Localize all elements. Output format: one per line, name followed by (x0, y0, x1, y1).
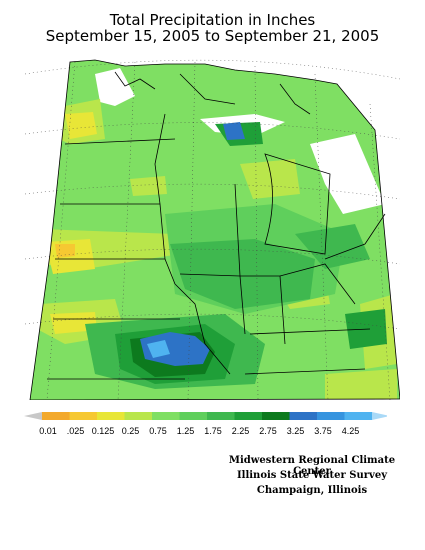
border-canada (279, 83, 311, 115)
legend-high-cap (372, 412, 387, 420)
legend-label: 2.25 (232, 426, 250, 436)
border-north-dakota (64, 138, 176, 145)
border-ohio (279, 263, 356, 305)
heavier-precip-area (170, 239, 315, 309)
legend-swatch (97, 412, 125, 420)
legend-swatch (42, 412, 70, 420)
legend-low-cap (24, 412, 42, 420)
light-precip-area (325, 369, 397, 400)
legend-swatch (234, 412, 262, 420)
legend-label: 4.25 (342, 426, 360, 436)
legend-label: 0.75 (149, 426, 167, 436)
border-canada (114, 71, 156, 90)
no-data-area (310, 134, 385, 214)
legend-swatch (289, 412, 317, 420)
border-lake-erie (324, 213, 386, 260)
light-precip-area (130, 176, 167, 196)
legend-swatch (152, 412, 180, 420)
extreme-precip-core (147, 340, 170, 358)
credit-center: Midwestern Regional Climate Center (228, 455, 396, 477)
legend-label: 3.75 (314, 426, 332, 436)
dry-area (50, 312, 97, 334)
legend-swatch (124, 412, 152, 420)
border-kentucky (249, 328, 371, 335)
very-dry-area (55, 244, 75, 258)
heavier-precip-area (295, 224, 370, 269)
map-title-line1: Total Precipitation in Inches (109, 11, 316, 29)
border-mississippi (174, 283, 231, 375)
border-iowa-missouri (179, 273, 241, 277)
legend-swatch (69, 412, 97, 420)
map-frame (29, 59, 400, 400)
legend-swatch (262, 412, 290, 420)
border-michigan (264, 153, 331, 255)
state-borders (29, 59, 400, 400)
legend-label: 3.25 (287, 426, 305, 436)
no-data-area (95, 68, 135, 106)
credit-survey: Illinois State Water Survey (236, 470, 388, 481)
precipitation-map (25, 59, 400, 400)
map-title-line2: September 15, 2005 to September 21, 2005 (45, 27, 380, 45)
legend-label: 1.75 (204, 426, 222, 436)
legend-label: 2.75 (259, 426, 277, 436)
legend-label: .025 (67, 426, 85, 436)
legend-swatch (179, 412, 207, 420)
legend-label: 0.125 (92, 426, 115, 436)
precip-legend: 0.01 .025 0.125 0.25 0.75 1.25 1.75 2.25 2.75 3.2… (24, 412, 387, 436)
legend-label: 1.25 (177, 426, 195, 436)
legend-label: 0.01 (39, 426, 57, 436)
light-precip-area (240, 159, 300, 199)
extreme-precip-area (140, 332, 210, 366)
border-canada (179, 73, 236, 105)
extreme-precip-area (223, 122, 245, 140)
credit-location: Champaign, Illinois (256, 485, 368, 496)
graticule-dots (25, 59, 400, 400)
border-minnesota-iowa (154, 113, 176, 285)
dry-area (65, 112, 97, 139)
legend-swatch (344, 412, 372, 420)
legend-swatch (317, 412, 345, 420)
border-tennessee (244, 368, 366, 375)
legend-label: 0.25 (122, 426, 140, 436)
legend-swatch (207, 412, 235, 420)
